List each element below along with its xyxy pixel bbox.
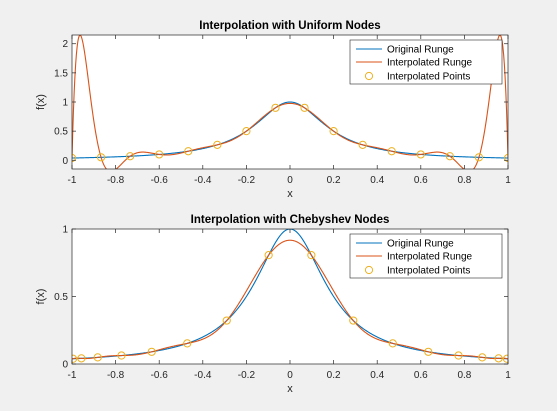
x-tick-label: 1 [505,370,511,381]
x-tick-label: -0.6 [151,175,169,186]
interpolated-point [93,353,102,362]
interpolated-point [117,351,126,360]
interpolated-point [478,353,487,362]
interpolated-point [349,316,358,325]
x-tick-label: -0.4 [194,370,212,381]
x-tick-label: 0.6 [414,175,428,186]
interpolated-point [387,147,396,156]
interpolated-point [424,347,433,356]
interpolated-runge-line [72,35,508,169]
x-tick-label: -0.2 [238,370,256,381]
y-tick-label: 0.5 [54,127,68,138]
legend-swatch-points [364,265,374,275]
interpolated-point [388,339,397,348]
x-tick-label: -0.2 [238,175,256,186]
interpolated-point [147,347,156,356]
original-runge-line [72,229,508,360]
interpolated-runge-line [72,239,508,360]
x-tick-label: 0 [287,370,293,381]
x-tick-label: 0.2 [327,175,341,186]
x-tick-label: 0.8 [457,175,471,186]
y-axis-label: f(x) [35,289,47,305]
x-tick-label: -1 [68,175,77,186]
y-tick-label: 2 [62,39,68,50]
legend-entry: Interpolated Runge [387,252,473,263]
y-tick-label: 0 [62,360,68,371]
interpolated-point [329,127,338,136]
interpolated-point [184,147,193,156]
interpolated-point [77,354,86,363]
interpolated-point [126,152,135,161]
chebyshev-nodes-plot: -1 -0.8 -0.6 -0.4 -0.2 0 0.2 0.4 0.6 0.8 1 0 0.5 1 Int… [35,214,511,395]
chart-title: Interpolation with Chebyshev Nodes [191,214,390,226]
x-tick-label: -0.8 [107,175,125,186]
legend-entry: Interpolated Runge [387,58,473,69]
interpolated-point [155,150,164,159]
x-axis-label: x [287,383,293,395]
x-tick-label: -0.4 [194,175,212,186]
legend: Original Runge Interpolated Runge Interpol… [349,233,503,279]
legend-swatch-points [364,71,374,81]
x-tick-label: -1 [68,370,77,381]
interpolated-point [474,153,484,162]
x-tick-label: -0.8 [107,370,125,381]
y-tick-label: 0.5 [54,292,68,303]
interpolated-point [300,103,309,112]
interpolated-point [454,351,463,360]
interpolated-point [502,354,508,363]
interpolated-point [358,140,367,149]
x-tick-label: 0 [287,175,293,186]
interpolated-point [445,152,454,161]
interpolated-point [271,103,280,112]
x-tick-label: 0.4 [370,370,384,381]
x-axis-label: x [287,188,293,200]
x-tick-label: 1 [505,175,511,186]
y-tick-label: 1 [62,225,68,236]
interpolated-point [96,153,106,162]
x-tick-label: 0.6 [414,370,428,381]
x-tick-label: 0.2 [327,370,341,381]
interpolated-point [264,251,273,260]
interpolated-point [183,339,192,348]
original-runge-line [72,101,508,159]
x-tick-label: 0.8 [457,370,471,381]
interpolated-point [222,316,231,325]
chart-title: Interpolation with Uniform Nodes [199,20,380,32]
interpolated-point [213,140,222,149]
interpolated-point [242,127,251,136]
x-tick-label: -0.6 [151,370,169,381]
x-tick-label: 0.4 [370,175,384,186]
legend-entry: Original Runge [387,239,454,250]
legend: Original Runge Interpolated Runge Interpol… [349,39,503,85]
interpolated-point [307,251,316,260]
interpolated-point [494,354,503,363]
y-tick-label: 0 [62,156,68,167]
interpolated-point [416,150,425,159]
y-tick-label: 1 [62,98,68,109]
legend-entry: Original Runge [387,45,454,56]
interpolated-point [72,354,78,363]
legend-entry: Interpolated Points [387,266,470,277]
uniform-nodes-plot: -1 -0.8 -0.6 -0.4 -0.2 0 0.2 0.4 0.6 0.8 1 0 0.5 1 1.5… [35,20,511,200]
y-tick-label: 1.5 [54,68,68,79]
y-axis-label: f(x) [35,94,47,110]
legend-entry: Interpolated Points [387,72,470,83]
